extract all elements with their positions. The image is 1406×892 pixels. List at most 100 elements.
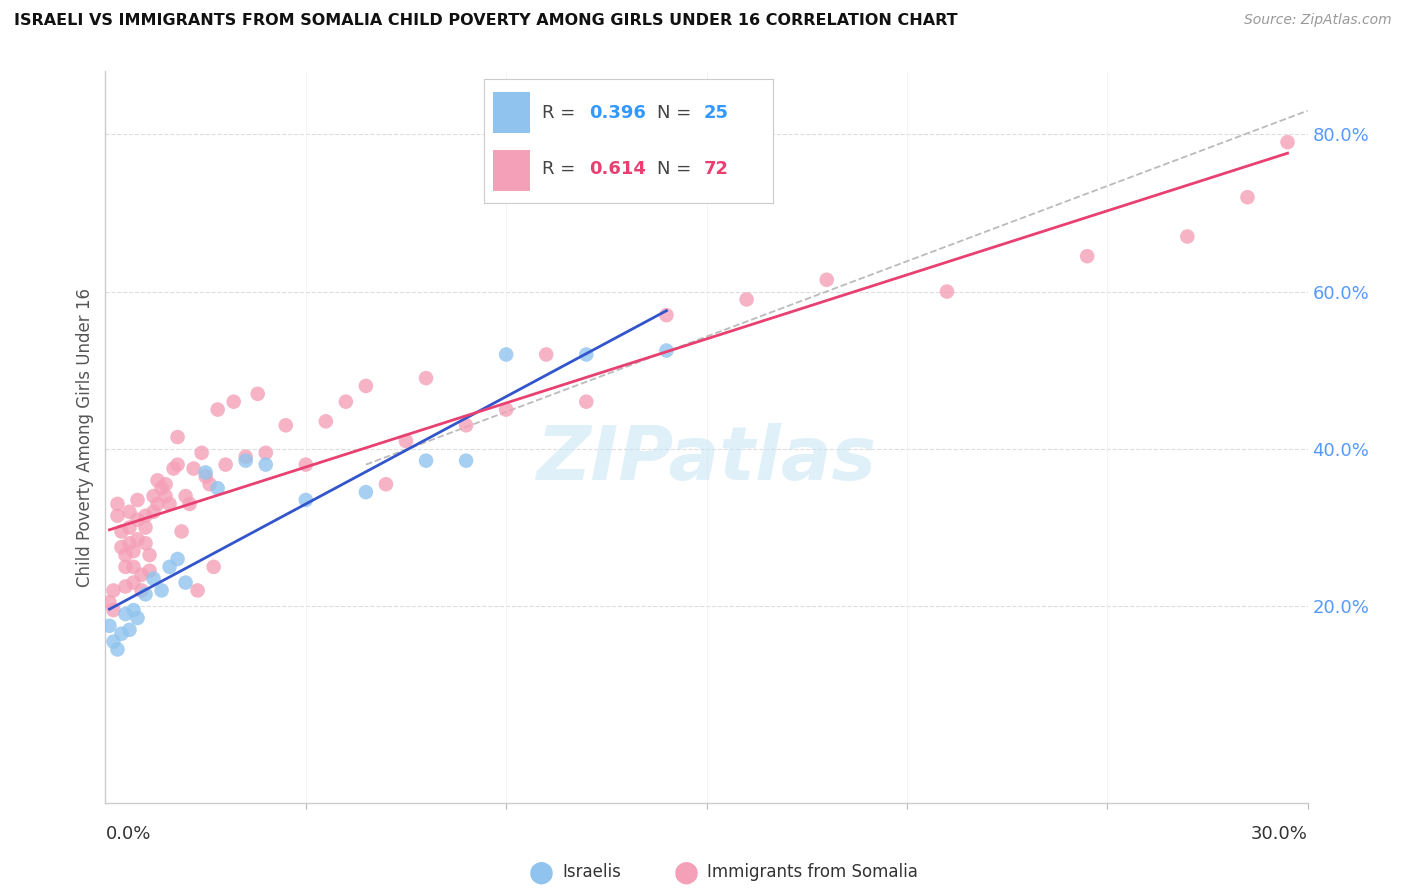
Text: ⬤: ⬤ — [529, 861, 554, 884]
Point — [131, 567, 153, 582]
Point — [138, 548, 160, 562]
Point — [110, 626, 132, 640]
Point — [295, 493, 318, 508]
Point — [135, 508, 157, 523]
Text: Source: ZipAtlas.com: Source: ZipAtlas.com — [1244, 13, 1392, 28]
Point — [122, 559, 145, 574]
Point — [118, 505, 141, 519]
Point — [162, 461, 184, 475]
Point — [495, 402, 517, 417]
Point — [155, 477, 177, 491]
Point — [166, 458, 188, 472]
Text: Immigrants from Somalia: Immigrants from Somalia — [707, 863, 918, 881]
Text: ISRAELI VS IMMIGRANTS FROM SOMALIA CHILD POVERTY AMONG GIRLS UNDER 16 CORRELATIO: ISRAELI VS IMMIGRANTS FROM SOMALIA CHILD… — [14, 13, 957, 29]
Point — [354, 379, 377, 393]
Point — [122, 544, 145, 558]
Point — [179, 497, 201, 511]
Point — [98, 595, 121, 609]
Point — [936, 285, 959, 299]
Point — [246, 387, 269, 401]
Point — [235, 450, 257, 464]
Text: 30.0%: 30.0% — [1251, 825, 1308, 843]
Point — [202, 559, 225, 574]
Point — [655, 308, 678, 322]
Point — [110, 524, 132, 539]
Point — [150, 481, 173, 495]
Point — [107, 508, 129, 523]
Point — [454, 418, 477, 433]
Point — [118, 520, 141, 534]
Point — [107, 497, 129, 511]
Point — [575, 347, 598, 361]
Point — [118, 536, 141, 550]
Point — [454, 453, 477, 467]
Point — [194, 469, 217, 483]
Point — [735, 293, 758, 307]
Point — [655, 343, 678, 358]
Point — [198, 477, 221, 491]
Point — [295, 458, 318, 472]
Point — [114, 607, 136, 621]
Point — [118, 623, 141, 637]
Y-axis label: Child Poverty Among Girls Under 16: Child Poverty Among Girls Under 16 — [76, 287, 94, 587]
Point — [187, 583, 209, 598]
Point — [127, 513, 149, 527]
Point — [207, 481, 229, 495]
Point — [122, 575, 145, 590]
Point — [235, 453, 257, 467]
Text: ZIPatlas: ZIPatlas — [537, 423, 876, 496]
Point — [138, 564, 160, 578]
Point — [1177, 229, 1199, 244]
Point — [155, 489, 177, 503]
Point — [122, 603, 145, 617]
Point — [254, 458, 277, 472]
Point — [114, 559, 136, 574]
Text: 0.0%: 0.0% — [105, 825, 150, 843]
Point — [174, 575, 197, 590]
Point — [114, 580, 136, 594]
Point — [142, 489, 165, 503]
Point — [107, 642, 129, 657]
Point — [207, 402, 229, 417]
Point — [103, 583, 125, 598]
Point — [575, 394, 598, 409]
Point — [174, 489, 197, 503]
Point — [135, 587, 157, 601]
Point — [222, 394, 245, 409]
Point — [127, 611, 149, 625]
Point — [534, 347, 557, 361]
Point — [395, 434, 418, 448]
Point — [146, 473, 169, 487]
Point — [183, 461, 205, 475]
Point — [127, 493, 149, 508]
Point — [495, 347, 517, 361]
Text: Israelis: Israelis — [562, 863, 621, 881]
Point — [315, 414, 337, 428]
Point — [254, 446, 277, 460]
Point — [114, 548, 136, 562]
Point — [142, 572, 165, 586]
Point — [166, 552, 188, 566]
Point — [190, 446, 212, 460]
Point — [146, 497, 169, 511]
Point — [274, 418, 297, 433]
Point — [135, 536, 157, 550]
Point — [150, 583, 173, 598]
Point — [374, 477, 398, 491]
Point — [170, 524, 193, 539]
Point — [103, 603, 125, 617]
Point — [110, 540, 132, 554]
Point — [142, 505, 165, 519]
Point — [1076, 249, 1098, 263]
Point — [415, 453, 437, 467]
Point — [135, 520, 157, 534]
Point — [159, 559, 181, 574]
Point — [335, 394, 357, 409]
Point — [166, 430, 188, 444]
Point — [1236, 190, 1258, 204]
Point — [194, 466, 217, 480]
Point — [1277, 135, 1299, 149]
Point — [815, 273, 838, 287]
Point — [98, 619, 121, 633]
Point — [127, 533, 149, 547]
